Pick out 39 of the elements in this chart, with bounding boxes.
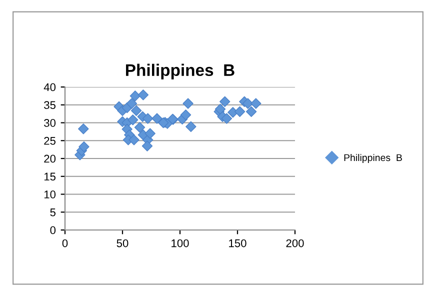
y-tick-label: 25 — [44, 136, 56, 145]
y-tick-label: 35 — [44, 101, 56, 110]
point — [134, 122, 146, 133]
x-tick-label: 50 — [116, 239, 128, 248]
point — [142, 140, 153, 152]
point — [144, 128, 156, 139]
point — [138, 90, 149, 100]
y-tick-label: 30 — [44, 119, 56, 127]
point — [142, 113, 154, 124]
point — [78, 141, 90, 152]
point — [180, 110, 192, 120]
y-tick-label: 10 — [44, 190, 56, 198]
point — [126, 98, 138, 109]
x-tick-label: 150 — [229, 239, 246, 248]
point — [127, 114, 138, 126]
y-tick-label: 20 — [44, 154, 56, 163]
point — [128, 134, 140, 146]
legend-label: Philippines B — [344, 154, 402, 164]
point — [182, 98, 194, 109]
point — [234, 106, 246, 118]
point — [242, 98, 254, 109]
point — [152, 113, 162, 124]
point — [130, 90, 141, 102]
x-tick-label: 100 — [172, 239, 189, 248]
point — [250, 98, 262, 109]
point — [78, 123, 89, 134]
point — [246, 106, 257, 118]
x-tick-label: 200 — [286, 239, 304, 248]
y-tick-label: 40 — [44, 83, 56, 92]
point — [186, 121, 196, 132]
point — [219, 96, 230, 108]
point — [130, 105, 142, 116]
y-tick-label: 15 — [44, 172, 56, 181]
point — [214, 104, 226, 115]
y-tick-label: 0 — [50, 226, 56, 234]
y-tick-label: 5 — [50, 208, 56, 216]
chart-title: Philippines B — [126, 64, 234, 80]
point — [221, 113, 232, 124]
x-tick-label: 0 — [62, 239, 68, 248]
